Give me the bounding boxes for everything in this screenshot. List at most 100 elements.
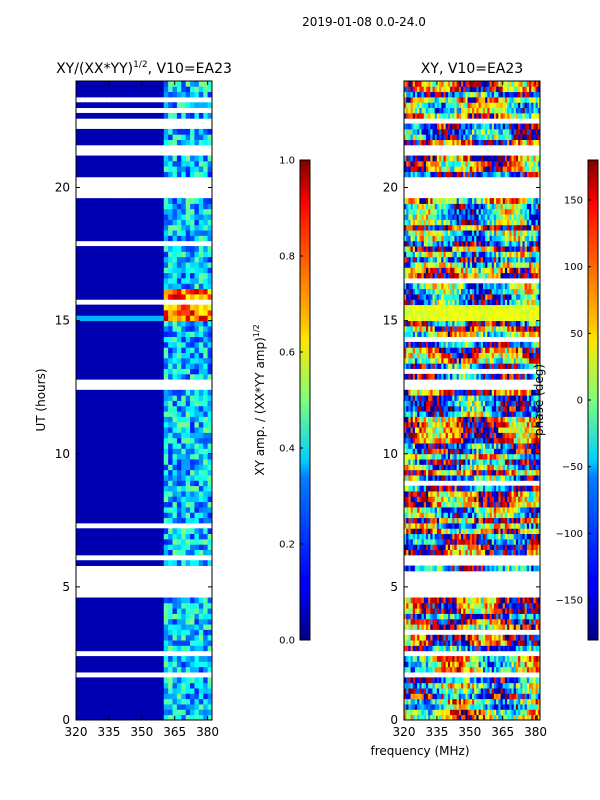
heatmap-cell [154,325,160,332]
heatmap-cell [443,565,447,572]
heatmap-cell [176,618,182,625]
heatmap-cell [207,613,212,620]
heatmap-cell [203,634,209,641]
heatmap-cell [172,288,178,295]
heatmap-cell [111,608,117,614]
heatmap-cell [89,203,95,210]
heatmap-cell [430,507,434,513]
heatmap-cell [176,437,182,444]
heatmap-cell [410,528,414,535]
heatmap-cell [194,512,200,519]
heatmap-cell [172,357,178,364]
heatmap-cell [491,666,495,673]
heatmap-cell [111,597,117,604]
heatmap-cell [458,645,462,652]
heatmap-cell [133,288,139,295]
heatmap-cell [181,283,187,290]
heatmap-cell [474,704,477,710]
heatmap-cell [159,208,165,215]
heatmap-cell [496,688,499,694]
heatmap-cell [154,272,160,279]
heatmap-cell [115,437,121,444]
heatmap-cell [450,704,453,710]
heatmap-cell [172,160,178,167]
heatmap-cell [181,81,187,87]
heatmap-cell [432,677,436,684]
heatmap-cell [194,294,200,300]
heatmap-cell [445,613,449,620]
heatmap-cell [537,661,540,668]
heatmap-cell [124,363,130,369]
heatmap-cell [432,507,436,513]
heatmap-cell [141,262,147,268]
heatmap-cell [190,357,196,364]
heatmap-cell [137,91,143,98]
heatmap-cell [80,677,86,684]
heatmap-cell [154,485,160,492]
heatmap-cell [141,528,147,535]
heatmap-cell [97,134,103,140]
heatmap-cell [531,522,535,529]
heatmap-cell [146,309,152,316]
heatmap-cell [207,608,212,614]
heatmap-cell [450,496,453,503]
heatmap-cell [421,693,425,700]
heatmap-cell [461,549,464,556]
heatmap-cell [115,538,121,545]
amplitude-colorbar-tick-label: 0.2 [279,540,295,551]
heatmap-cell [89,304,95,311]
heatmap-cell [97,272,103,279]
heatmap-cell [207,629,212,636]
heatmap-cell [163,309,169,316]
heatmap-cell [119,368,125,375]
heatmap-cell [181,208,187,215]
heatmap-cell [469,501,473,508]
heatmap-cell [502,608,506,614]
heatmap-cell [163,491,169,497]
heatmap-cell [496,501,499,508]
heatmap-cell [190,395,196,401]
heatmap-cell [97,256,103,263]
heatmap-cell [522,709,526,716]
heatmap-cell [524,602,528,609]
heatmap-cell [432,693,436,700]
heatmap-cell [128,214,134,220]
heatmap-cell [89,128,95,135]
heatmap-cell [84,341,90,348]
heatmap-cell [97,320,103,327]
heatmap-cell [434,677,438,684]
heatmap-cell [76,208,81,215]
heatmap-cell [168,666,174,673]
heatmap-cell [137,491,143,497]
heatmap-cell [168,464,174,471]
heatmap-cell [190,437,196,444]
heatmap-cell [106,86,112,93]
heatmap-cell [423,533,427,540]
heatmap-cell [203,336,209,343]
heatmap-cell [172,501,178,508]
heatmap-cell [493,597,497,604]
heatmap-cell [133,139,139,146]
heatmap-cell [194,507,200,513]
heatmap-cell [154,512,160,519]
heatmap-cell [458,618,462,625]
heatmap-cell [141,405,147,412]
heatmap-cell [76,448,81,455]
heatmap-cell [469,645,473,652]
heatmap-cell [128,661,134,668]
heatmap-cell [89,235,95,242]
heatmap-cell [106,475,112,481]
heatmap-cell [203,331,209,337]
heatmap-cell [89,698,95,705]
heatmap-cell [472,507,475,513]
heatmap-cell [111,256,117,263]
heatmap-cell [137,464,143,471]
heatmap-cell [445,522,449,529]
heatmap-cell [419,538,423,545]
heatmap-cell [97,160,103,167]
heatmap-cell [485,709,488,716]
heatmap-cell [441,501,445,508]
heatmap-cell [511,666,515,673]
heatmap-cell [163,693,169,700]
heatmap-cell [133,251,139,258]
